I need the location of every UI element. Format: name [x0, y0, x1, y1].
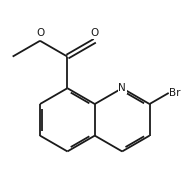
- Text: O: O: [91, 28, 99, 39]
- Text: O: O: [36, 28, 44, 39]
- Text: N: N: [118, 83, 126, 93]
- Text: Br: Br: [169, 88, 181, 98]
